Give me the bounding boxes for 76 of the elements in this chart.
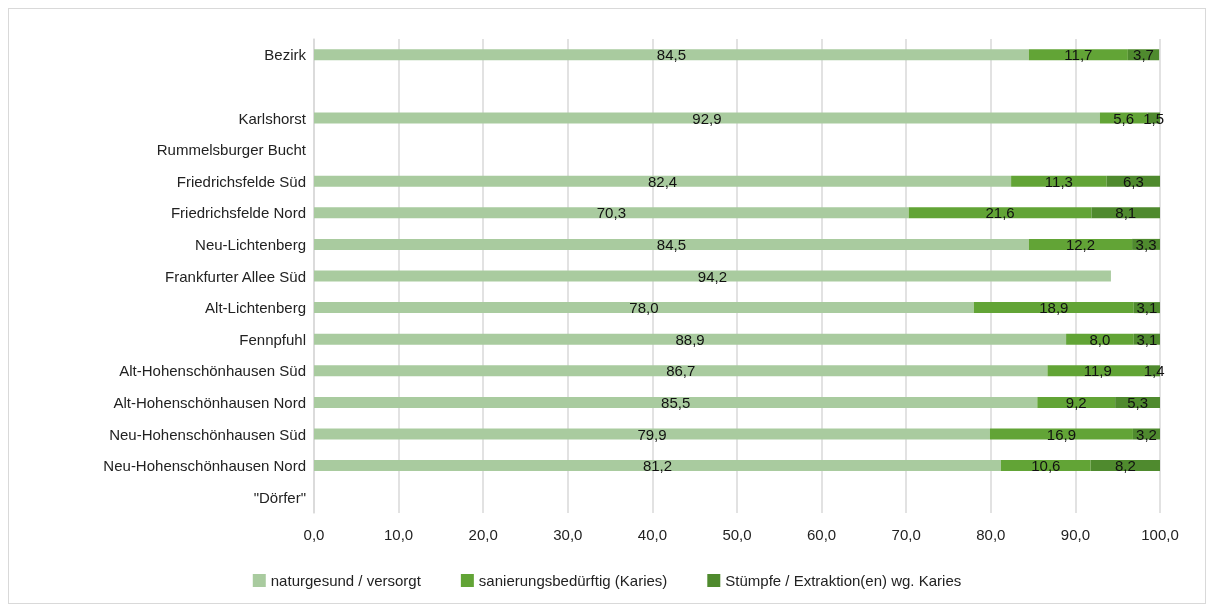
bar	[314, 302, 974, 314]
bar	[314, 270, 1111, 282]
bar	[314, 112, 1100, 124]
y-tick-label: Friedrichsfelde Nord	[170, 204, 306, 222]
data-label: 11,7	[1064, 46, 1093, 64]
data-label: 5,3	[1127, 393, 1149, 411]
y-tick-label: Alt-Hohenschönhausen Süd	[119, 362, 306, 380]
y-tick-label: Alt-Lichtenberg	[205, 299, 306, 317]
data-label: 85,5	[661, 393, 691, 411]
y-tick-label: Fennpfuhl	[239, 330, 306, 348]
x-tick-label: 30,0	[553, 526, 583, 543]
bar	[314, 365, 1048, 377]
bar	[314, 333, 1067, 345]
bar	[314, 238, 1029, 250]
data-label: 12,2	[1065, 235, 1096, 253]
x-tick-label: 0,0	[303, 526, 325, 543]
bar	[314, 428, 990, 440]
data-label: 3,3	[1135, 235, 1157, 253]
data-label: 8,2	[1114, 457, 1136, 475]
data-label: 84,5	[656, 46, 687, 64]
y-tick-label: Frankfurter Allee Süd	[165, 267, 306, 285]
x-tick-label: 20,0	[468, 526, 498, 543]
data-label: 9,2	[1065, 393, 1087, 411]
bar	[1028, 49, 1128, 61]
data-label: 3,1	[1136, 299, 1158, 317]
bar	[908, 207, 1092, 219]
y-tick-label: Neu-Hohenschönhausen Süd	[109, 425, 306, 443]
data-label: 92,9	[692, 109, 722, 127]
data-label: 18,9	[1039, 299, 1069, 317]
x-tick-label: 10,0	[384, 526, 414, 543]
bar	[314, 175, 1012, 187]
data-label: 82,4	[647, 172, 678, 190]
data-label: 10,6	[1031, 457, 1061, 475]
data-label: 94,2	[697, 267, 728, 285]
data-label: 5,6	[1113, 109, 1135, 127]
data-label: 11,3	[1044, 172, 1073, 190]
bar	[989, 428, 1133, 440]
x-tick-label: 80,0	[976, 526, 1006, 543]
x-tick-label: 50,0	[722, 526, 752, 543]
y-tick-label: Neu-Lichtenberg	[195, 235, 306, 253]
legend-label: Stümpfe / Extraktion(en) wg. Karies	[725, 572, 962, 589]
bar	[973, 302, 1134, 314]
x-tick-label: 60,0	[807, 526, 837, 543]
legend-label: sanierungsbedürftig (Karies)	[478, 572, 668, 589]
data-label: 70,3	[596, 204, 626, 222]
y-tick-label: Alt-Hohenschönhausen Nord	[113, 393, 306, 411]
y-tick-label: Neu-Hohenschönhausen Nord	[103, 457, 306, 475]
bar	[314, 460, 1001, 472]
data-label: 11,9	[1083, 362, 1112, 380]
data-label: 8,0	[1089, 330, 1111, 348]
y-tick-label: Bezirk	[264, 46, 307, 64]
y-tick-label: Karlshorst	[238, 109, 307, 127]
data-label: 21,6	[985, 204, 1015, 222]
data-label: 79,9	[637, 425, 667, 443]
data-label: 3,7	[1133, 46, 1154, 64]
data-label: 3,2	[1136, 425, 1157, 443]
bar	[314, 396, 1038, 408]
y-tick-label: Rummelsburger Bucht	[156, 141, 307, 159]
y-tick-label: Friedrichsfelde Süd	[176, 172, 306, 190]
bar	[314, 207, 909, 219]
data-label: 16,9	[1046, 425, 1077, 443]
x-tick-label: 100,0	[1141, 526, 1179, 543]
data-label: 78,0	[629, 299, 659, 317]
data-label: 81,2	[642, 457, 673, 475]
data-label: 3,1	[1136, 330, 1158, 348]
y-tick-label: "Dörfer"	[253, 488, 306, 506]
x-tick-label: 40,0	[637, 526, 667, 543]
x-tick-label: 90,0	[1060, 526, 1090, 543]
data-label: 6,3	[1122, 172, 1144, 190]
x-tick-label: 70,0	[891, 526, 921, 543]
data-label: 88,9	[675, 330, 705, 348]
legend-label: naturgesund / versorgt	[270, 572, 422, 589]
data-label: 84,5	[656, 235, 687, 253]
data-label: 8,1	[1115, 204, 1137, 222]
bar	[314, 49, 1029, 61]
data-label: 86,7	[666, 362, 696, 380]
